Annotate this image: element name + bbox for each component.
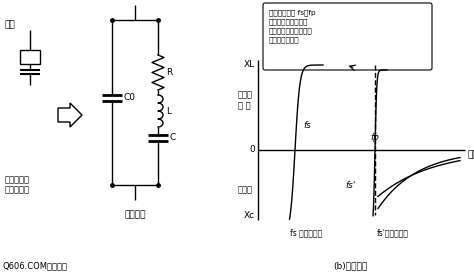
Text: 等效电路: 等效电路	[124, 210, 146, 219]
Text: 0: 0	[249, 145, 255, 155]
Text: 符号: 符号	[5, 20, 16, 29]
Text: (b)电抗特性: (b)电抗特性	[333, 261, 367, 270]
Text: fs'水晶振荡子: fs'水晶振荡子	[377, 228, 409, 237]
Text: R: R	[166, 68, 172, 77]
Text: fs: fs	[303, 120, 311, 130]
Text: C0: C0	[124, 94, 136, 102]
Text: fs 陶瓷振荡子: fs 陶瓷振荡子	[290, 228, 322, 237]
Text: fp: fp	[371, 133, 380, 142]
Text: 电感性
电 抗: 电感性 电 抗	[238, 90, 253, 110]
Text: fs': fs'	[345, 181, 356, 189]
Text: 陶瓷振荡子的 fs－fp
比水晶振荡子宽，因
此，频率变化量较大，
方便频率调变。: 陶瓷振荡子的 fs－fp 比水晶振荡子宽，因 此，频率变化量较大， 方便频率调变…	[269, 9, 316, 43]
FancyBboxPatch shape	[263, 3, 432, 70]
Text: C: C	[170, 134, 176, 142]
Text: 水晶振荡子
陶瓷振荡子: 水晶振荡子 陶瓷振荡子	[5, 175, 30, 194]
Bar	[20, 50, 40, 64]
Text: XL: XL	[244, 60, 255, 69]
Text: Q606.COM等效电路: Q606.COM等效电路	[3, 261, 68, 270]
Text: Xc: Xc	[244, 211, 255, 220]
Text: 频率: 频率	[468, 150, 474, 160]
Text: 电容性: 电容性	[238, 186, 253, 194]
Text: L: L	[166, 106, 171, 116]
